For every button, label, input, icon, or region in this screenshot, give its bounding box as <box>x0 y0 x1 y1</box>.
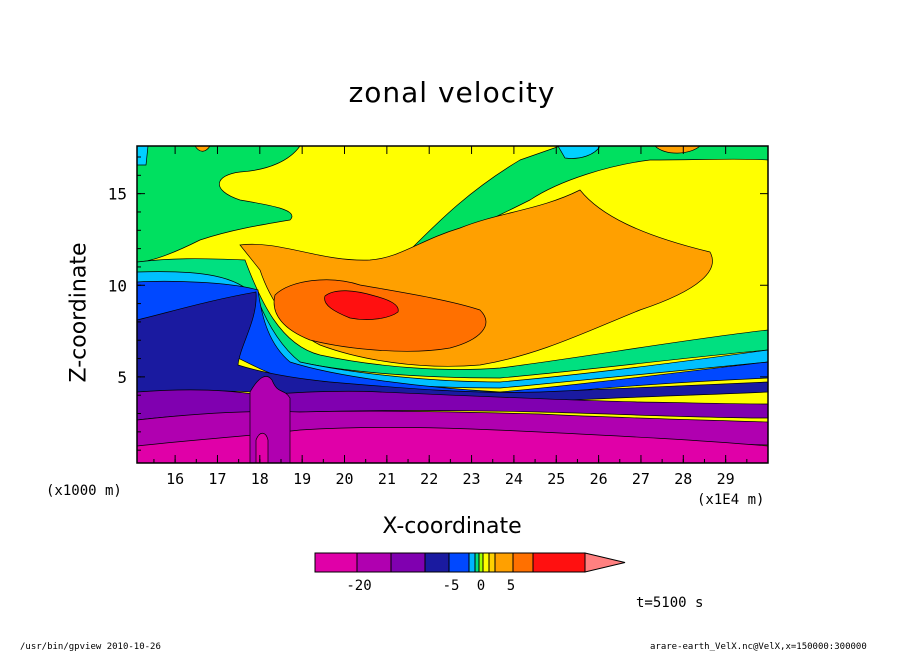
colorbar-segment <box>482 552 490 573</box>
colorbar-segment <box>512 552 534 573</box>
x-axis-label: X-coordinate <box>382 514 522 539</box>
colorbar-segment <box>356 552 392 573</box>
footer-command: /usr/bin/gpview 2010-10-26 <box>20 642 161 652</box>
x-tick-label: 18 <box>251 470 269 488</box>
x-tick-label: 22 <box>420 470 438 488</box>
contour-fills <box>137 146 768 463</box>
y-tick-label: 10 <box>108 276 127 295</box>
colorbar-segment <box>448 552 470 573</box>
colorbar-label: -5 <box>443 578 460 594</box>
x-tick-label: 27 <box>632 470 650 488</box>
x-tick-label: 25 <box>547 470 565 488</box>
colorbar: -20 -5 0 5 <box>314 552 626 594</box>
x-tick-label: 21 <box>378 470 396 488</box>
colorbar-segment <box>424 552 450 573</box>
x-tick-label: 17 <box>208 470 226 488</box>
plot-frame <box>136 145 769 464</box>
x-unit-label: (x1000 m) <box>46 483 122 499</box>
colorbar-segment <box>488 552 496 573</box>
colorbar-segment <box>478 552 484 573</box>
colorbar-segment <box>474 552 480 573</box>
colorbar-label: 0 <box>477 578 485 594</box>
fill-cyan-left <box>137 146 149 166</box>
chart-title: zonal velocity <box>348 76 556 109</box>
colorbar-segment <box>532 552 586 573</box>
colorbar-label: 5 <box>507 578 515 594</box>
x-tick-label: 20 <box>335 470 353 488</box>
x-scale-label: (x1E4 m) <box>697 492 765 508</box>
x-tick-label: 23 <box>463 470 481 488</box>
x-tick-label: 16 <box>166 470 184 488</box>
fill-magenta <box>137 427 768 463</box>
colorbar-segment <box>494 552 514 573</box>
x-tick-label: 29 <box>717 470 735 488</box>
colorbar-segment <box>390 552 426 573</box>
colorbar-arrow <box>584 552 626 573</box>
fill-green-upper-left <box>137 146 301 263</box>
x-tick-label: 26 <box>590 470 608 488</box>
fill-magenta-spike-core <box>255 432 269 463</box>
colorbar-segment <box>314 552 358 573</box>
colorbar-segment <box>468 552 476 573</box>
footer-source: arare-earth_VelX.nc@VelX,x=150000:300000 <box>650 642 867 652</box>
fill-red <box>324 290 399 320</box>
y-tick-label: 5 <box>117 368 127 387</box>
x-ticks: 16 17 18 19 20 21 22 23 24 25 26 27 28 29 <box>153 146 769 488</box>
x-tick-label: 24 <box>505 470 523 488</box>
x-tick-label: 19 <box>293 470 311 488</box>
x-tick-label: 28 <box>674 470 692 488</box>
y-tick-label: 15 <box>108 185 127 204</box>
colorbar-label: -20 <box>346 578 371 594</box>
y-ticks: 5 10 15 <box>108 156 768 451</box>
time-label: t=5100 s <box>636 595 704 611</box>
